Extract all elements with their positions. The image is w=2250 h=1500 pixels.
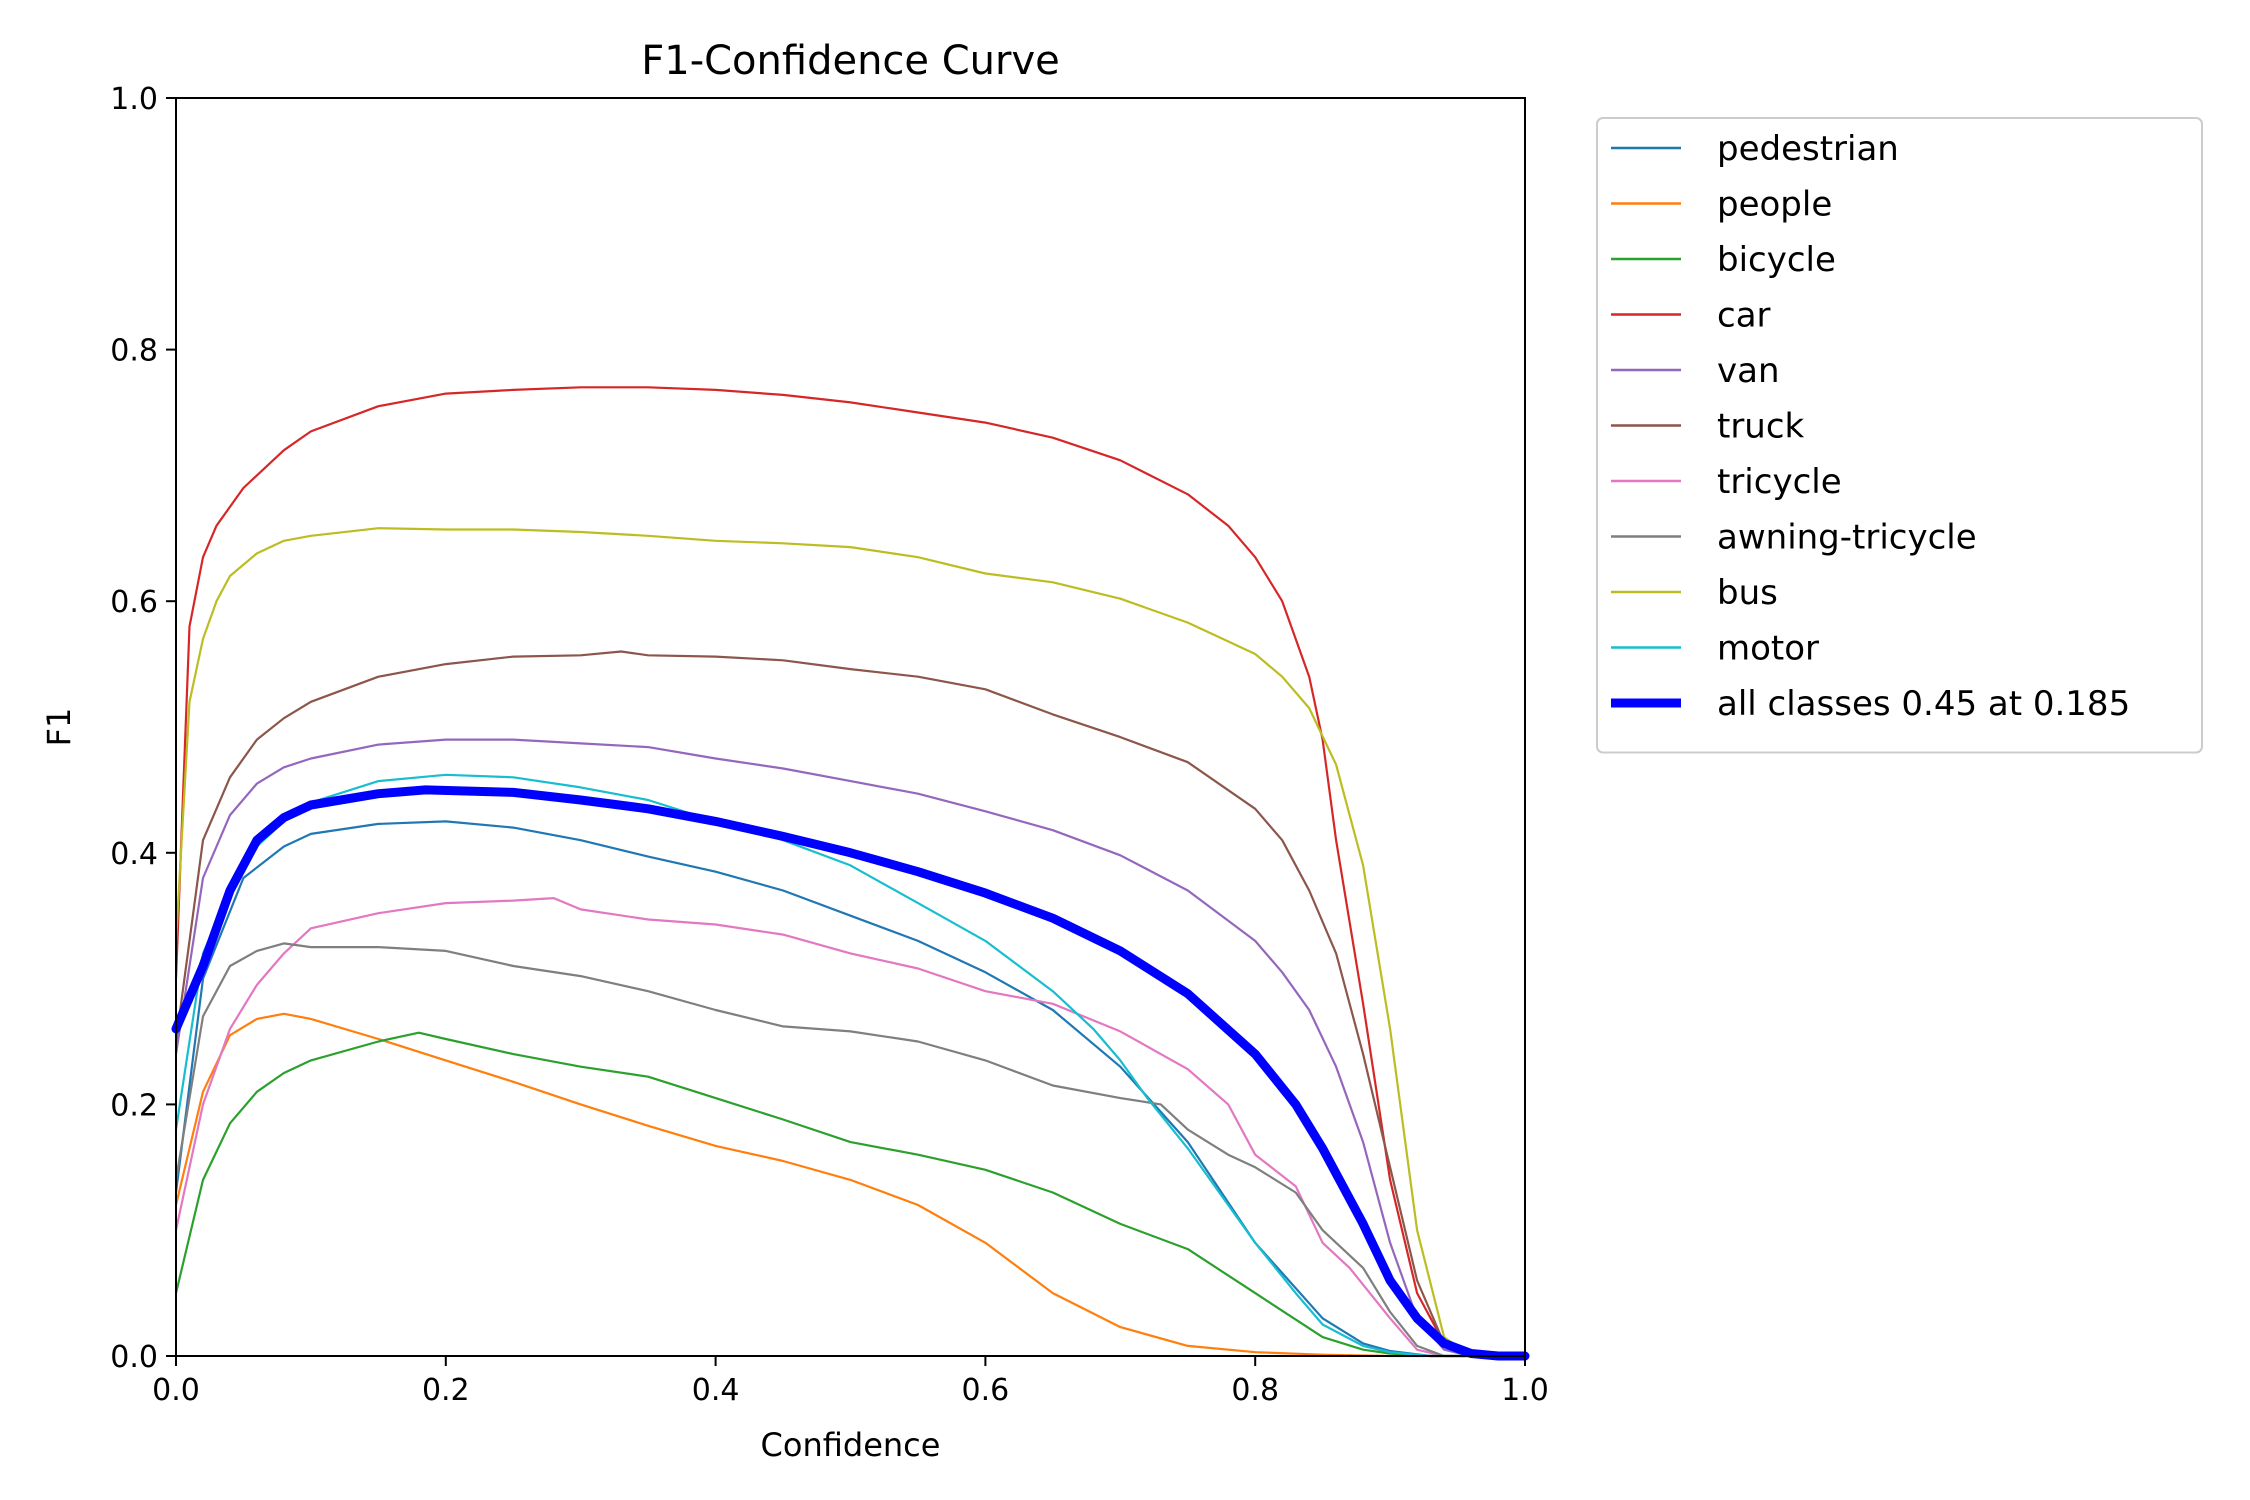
series-line-bus bbox=[174, 527, 1527, 1358]
series-line-people bbox=[174, 1012, 1527, 1358]
x-tick-label: 0.0 bbox=[152, 1373, 200, 1408]
chart-title: F1-Confidence Curve bbox=[641, 38, 1060, 84]
legend-label: tricycle bbox=[1717, 462, 1842, 502]
series-line-car bbox=[174, 386, 1527, 1358]
legend-label: car bbox=[1717, 296, 1771, 336]
y-tick-label: 0.4 bbox=[110, 837, 158, 872]
series-line-van bbox=[174, 738, 1527, 1358]
legend-label: awning-tricycle bbox=[1717, 518, 1977, 558]
y-axis-label: F1 bbox=[40, 708, 78, 747]
series-line-bicycle bbox=[174, 1031, 1527, 1358]
legend-box bbox=[1596, 117, 2203, 754]
legend: pedestrian people bicycle car van truck tricyc… bbox=[1596, 117, 2203, 754]
series-lines bbox=[171, 386, 1530, 1361]
legend-label: all classes 0.45 at 0.185 bbox=[1717, 684, 2130, 724]
y-tick-label: 0.0 bbox=[110, 1340, 158, 1375]
y-tick-label: 0.2 bbox=[110, 1088, 158, 1123]
legend-label: bus bbox=[1717, 573, 1778, 613]
legend-label: truck bbox=[1717, 407, 1805, 447]
series-line-pedestrian bbox=[174, 820, 1527, 1358]
legend-label: people bbox=[1717, 185, 1832, 225]
y-tick-label: 0.8 bbox=[110, 334, 158, 369]
x-tick-label: 0.2 bbox=[422, 1373, 470, 1408]
legend-label: van bbox=[1717, 351, 1780, 391]
x-tick-label: 0.4 bbox=[692, 1373, 740, 1408]
legend-label: pedestrian bbox=[1717, 129, 1899, 169]
y-tick-label: 0.6 bbox=[110, 585, 158, 620]
series-line-truck bbox=[174, 650, 1527, 1358]
legend-label: bicycle bbox=[1717, 240, 1836, 280]
y-tick-label: 1.0 bbox=[110, 82, 158, 117]
series-line-tricycle bbox=[174, 896, 1527, 1358]
series-line-awning-tricycle bbox=[174, 942, 1527, 1358]
legend-label: motor bbox=[1717, 629, 1819, 669]
x-tick-label: 0.8 bbox=[1231, 1373, 1279, 1408]
x-tick-label: 1.0 bbox=[1501, 1373, 1549, 1408]
series-line-all bbox=[171, 785, 1530, 1361]
plot-frame bbox=[175, 97, 1526, 1357]
x-axis-label: Confidence bbox=[761, 1426, 941, 1464]
x-tick-label: 0.6 bbox=[962, 1373, 1010, 1408]
axis-ticks: 0.0 0.2 0.4 0.6 0.8 1.0 0.0 0.2 0.4 0.6 0.8 1.0 bbox=[110, 82, 1549, 1408]
